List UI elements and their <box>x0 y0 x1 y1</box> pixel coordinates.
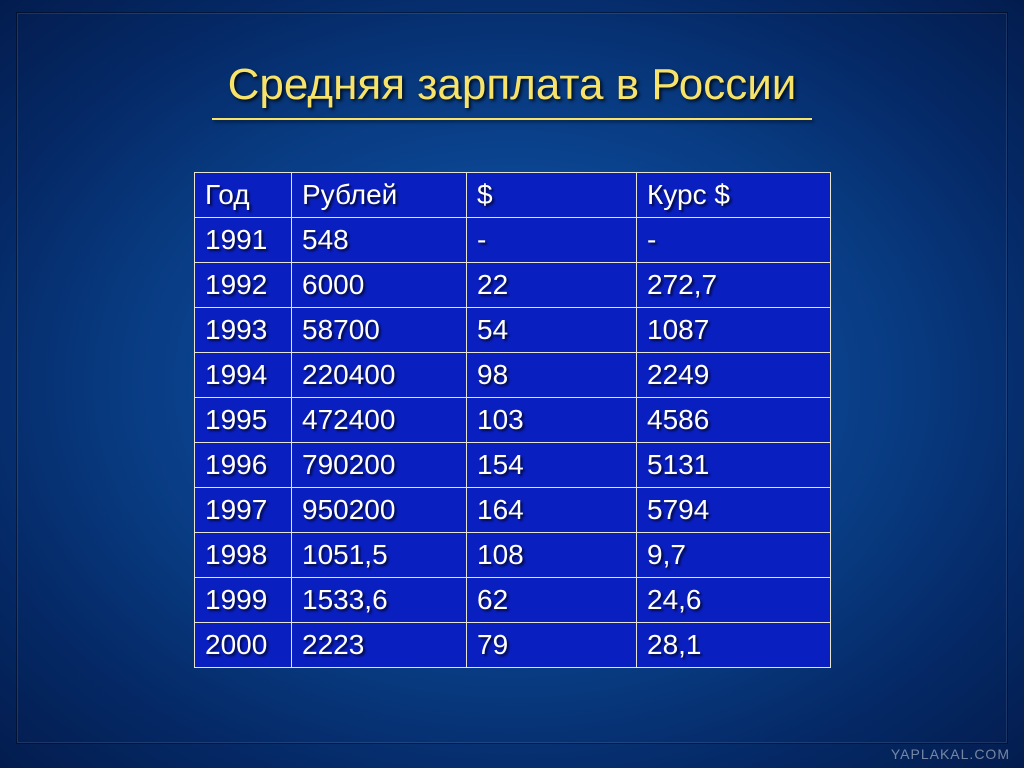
table-cell: 2223 <box>292 623 467 668</box>
table-cell: 1992 <box>195 263 292 308</box>
slide: Средняя зарплата в России ГодРублей$Курс… <box>0 0 1024 768</box>
table-cell: 79 <box>467 623 637 668</box>
table-cell: 62 <box>467 578 637 623</box>
table-cell: 22 <box>467 263 637 308</box>
table-cell: - <box>467 218 637 263</box>
table-cell: 220400 <box>292 353 467 398</box>
table-cell: 1051,5 <box>292 533 467 578</box>
table-row: 19967902001545131 <box>195 443 831 488</box>
table-cell: 5131 <box>637 443 831 488</box>
table-cell: 4586 <box>637 398 831 443</box>
table-cell: 1993 <box>195 308 292 353</box>
table-row: 19991533,66224,6 <box>195 578 831 623</box>
watermark: YAPLAKAL.COM <box>891 746 1010 762</box>
table-cell: 272,7 <box>637 263 831 308</box>
table-cell: 24,6 <box>637 578 831 623</box>
table-cell: 98 <box>467 353 637 398</box>
table-cell: 950200 <box>292 488 467 533</box>
table-cell: - <box>637 218 831 263</box>
table-cell: 1533,6 <box>292 578 467 623</box>
table-header-cell: Рублей <box>292 173 467 218</box>
table-header-cell: Год <box>195 173 292 218</box>
table-cell: 164 <box>467 488 637 533</box>
table-row: 19981051,51089,7 <box>195 533 831 578</box>
table-row: 19979502001645794 <box>195 488 831 533</box>
table-cell: 1997 <box>195 488 292 533</box>
table-cell: 2000 <box>195 623 292 668</box>
salary-table: ГодРублей$Курс $1991548--1992600022272,7… <box>194 172 831 668</box>
table-cell: 28,1 <box>637 623 831 668</box>
table-cell: 6000 <box>292 263 467 308</box>
table-row: 19954724001034586 <box>195 398 831 443</box>
table-cell: 9,7 <box>637 533 831 578</box>
table-cell: 1087 <box>637 308 831 353</box>
table-cell: 1991 <box>195 218 292 263</box>
table-row: 1994220400982249 <box>195 353 831 398</box>
table-header-cell: $ <box>467 173 637 218</box>
slide-title: Средняя зарплата в России <box>0 60 1024 120</box>
table-cell: 154 <box>467 443 637 488</box>
table-cell: 790200 <box>292 443 467 488</box>
table-cell: 472400 <box>292 398 467 443</box>
table-header-row: ГодРублей$Курс $ <box>195 173 831 218</box>
table-cell: 1995 <box>195 398 292 443</box>
table-row: 1991548-- <box>195 218 831 263</box>
table-row: 1992600022272,7 <box>195 263 831 308</box>
table-row: 200022237928,1 <box>195 623 831 668</box>
table-cell: 54 <box>467 308 637 353</box>
table-header-cell: Курс $ <box>637 173 831 218</box>
table-cell: 2249 <box>637 353 831 398</box>
salary-table-container: ГодРублей$Курс $1991548--1992600022272,7… <box>194 172 830 668</box>
title-underline <box>212 118 812 120</box>
slide-title-text: Средняя зарплата в России <box>228 60 797 109</box>
table-row: 199358700541087 <box>195 308 831 353</box>
table-cell: 5794 <box>637 488 831 533</box>
table-cell: 1999 <box>195 578 292 623</box>
table-cell: 1996 <box>195 443 292 488</box>
table-cell: 548 <box>292 218 467 263</box>
table-cell: 1994 <box>195 353 292 398</box>
table-cell: 1998 <box>195 533 292 578</box>
table-cell: 103 <box>467 398 637 443</box>
table-cell: 108 <box>467 533 637 578</box>
table-cell: 58700 <box>292 308 467 353</box>
